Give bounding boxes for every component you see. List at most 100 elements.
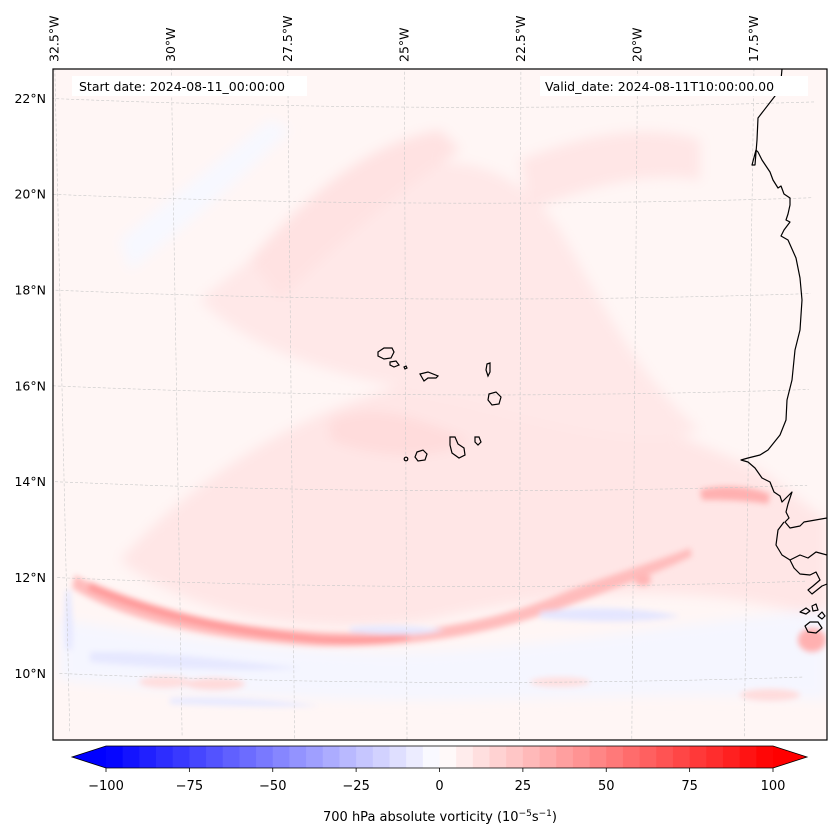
coastline <box>740 69 827 634</box>
colorbar-segment <box>272 746 290 768</box>
colorbar-segments <box>106 746 774 768</box>
vorticity-field: Start date: 2024-08-11_00:00:00 Valid_da… <box>53 69 827 740</box>
colorbar-segment <box>139 746 157 768</box>
colorbar-label-units-open: (10 <box>497 810 519 825</box>
longitude-tick-label: 30°W <box>163 27 178 62</box>
colorbar-segment <box>156 746 174 768</box>
vorticity-region-positive <box>250 130 460 300</box>
gridline-meridian <box>519 69 522 740</box>
island-sao-vicente <box>389 360 400 368</box>
island-sao-nicolau <box>419 371 440 382</box>
island-brava <box>403 456 409 462</box>
latitude-tick-label: 22°N <box>14 91 46 106</box>
vorticity-region-positive <box>330 411 470 455</box>
vorticity-maximum <box>635 574 651 586</box>
vorticity-region-positive <box>740 689 800 701</box>
gridline-meridian <box>54 69 70 732</box>
colorbar-segment <box>339 746 357 768</box>
vorticity-region-negative <box>350 625 445 635</box>
colorbar-segment <box>289 746 307 768</box>
latitude-tick-label: 16°N <box>14 378 46 393</box>
vorticity-region-positive <box>139 676 191 688</box>
colorbar-segment <box>556 746 574 768</box>
colorbar-label: 700 hPa absolute vorticity (10−5s−1) <box>323 809 557 825</box>
gridline-parallel <box>53 289 811 300</box>
start-date-box: Start date: 2024-08-11_00:00:00 <box>72 76 307 96</box>
colorbar-segment <box>189 746 207 768</box>
colorbar-segment <box>322 746 340 768</box>
colorbar-segment <box>372 746 390 768</box>
gridline-meridian <box>744 69 755 737</box>
colorbar-label-exp1: −5 <box>519 809 532 819</box>
colorbar-label-units-s: s <box>532 810 539 825</box>
latitude-tick-label: 20°N <box>14 187 46 202</box>
colorbar-segment <box>522 746 540 768</box>
colorbar-tick-label: −25 <box>342 779 369 794</box>
colorbar: −100 −75 −50 −25 0 25 50 75 100 700 hPa absolute… <box>70 745 809 825</box>
colorbar-segment <box>222 746 240 768</box>
colorbar-segment <box>739 746 757 768</box>
latitude-tick-label: 12°N <box>14 570 46 585</box>
gridline-meridian <box>170 69 183 736</box>
island-santo-antao <box>377 347 395 360</box>
colorbar-segment <box>106 746 124 768</box>
gridline-parallel <box>54 481 808 492</box>
colorbar-segment <box>689 746 707 768</box>
cape-verde-islands <box>377 347 502 462</box>
colorbar-segment <box>656 746 674 768</box>
gridline-parallel <box>53 193 813 204</box>
colorbar-tick-label: 25 <box>515 779 532 794</box>
colorbar-segment <box>256 746 274 768</box>
colorbar-tick-label: −75 <box>176 779 203 794</box>
vorticity-maximum <box>798 628 826 652</box>
colorbar-tick-label: −100 <box>88 779 124 794</box>
latitude-tick-label: 10°N <box>14 666 46 681</box>
vorticity-region-negative <box>120 120 290 270</box>
longitude-tick-label: 25°W <box>396 27 411 62</box>
gridline-meridian <box>287 69 295 739</box>
colorbar-segment <box>489 746 507 768</box>
colorbar-segment <box>306 746 324 768</box>
coastline-bijagos <box>799 603 826 634</box>
vorticity-band <box>72 548 692 647</box>
colorbar-label-variable: 700 hPa absolute vorticity <box>323 810 493 825</box>
valid-date-label: Valid_date: 2024-08-11T10:00:00.00 <box>545 79 774 94</box>
gridline-meridian <box>404 69 408 740</box>
colorbar-segment <box>589 746 607 768</box>
colorbar-ticks: −100 −75 −50 −25 0 25 50 75 100 <box>88 768 785 794</box>
colorbar-segment <box>672 746 691 768</box>
colorbar-segment <box>356 746 374 768</box>
island-maio <box>474 436 482 446</box>
colorbar-segment <box>406 746 424 768</box>
colorbar-segment <box>539 746 557 768</box>
colorbar-segment <box>422 746 440 768</box>
vorticity-region-negative <box>540 608 680 622</box>
graticule <box>53 69 815 740</box>
colorbar-tick-label: 75 <box>681 779 698 794</box>
colorbar-segment <box>706 746 724 768</box>
map-frame <box>52 68 828 741</box>
colorbar-segment <box>472 746 490 768</box>
latitude-tick-label: 18°N <box>14 283 46 298</box>
coastline-mauritania <box>740 69 827 529</box>
vorticity-maximum <box>700 486 770 504</box>
vorticity-region-negative <box>60 610 827 700</box>
colorbar-segment <box>506 746 524 768</box>
colorbar-segment <box>172 746 190 768</box>
gridline-parallel <box>53 385 809 396</box>
longitude-tick-label: 20°W <box>630 27 645 62</box>
vorticity-region-negative <box>90 651 300 670</box>
island-sal <box>485 362 491 378</box>
longitude-labels: 32.5°W 30°W 27.5°W 25°W 22.5°W 20°W 17.5°W <box>47 16 761 62</box>
vorticity-region-positive <box>185 678 245 690</box>
colorbar-tick-label: −50 <box>259 779 286 794</box>
longitude-tick-label: 17.5°W <box>746 16 761 62</box>
colorbar-segment <box>722 746 741 768</box>
gridline-meridian <box>631 69 638 739</box>
longitude-tick-label: 27.5°W <box>280 16 295 62</box>
start-date-label: Start date: 2024-08-11_00:00:00 <box>79 79 285 94</box>
colorbar-segment <box>439 746 457 768</box>
colorbar-segment <box>756 746 774 768</box>
island-fogo <box>414 449 428 462</box>
